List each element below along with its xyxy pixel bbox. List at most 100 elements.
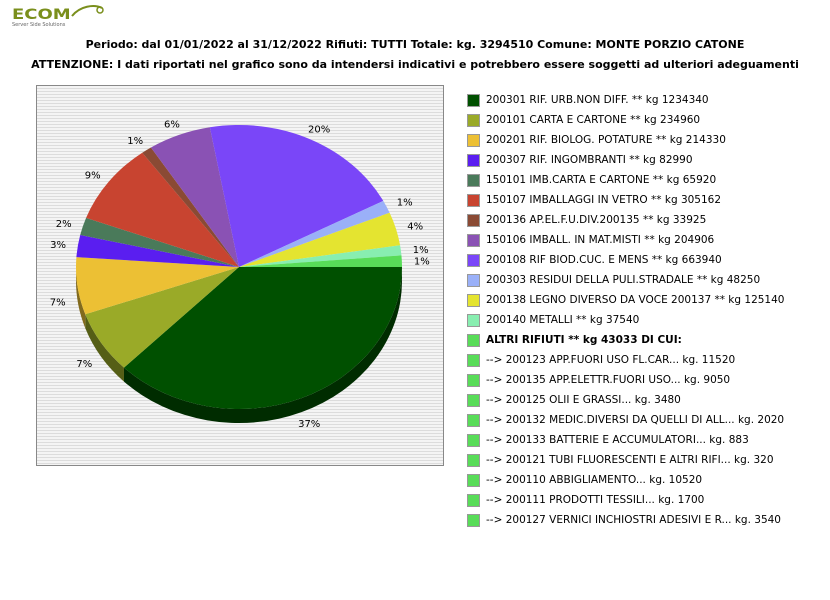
pie-slice-9: [239, 200, 390, 267]
legend-item: 200108 RIF BIOD.CUC. E MENS ** kg 663940: [467, 250, 822, 270]
pie-percent-label-12: 1%: [414, 257, 430, 268]
pie-percent-label-3: 3%: [50, 240, 66, 251]
pie-percent-label-0: 37%: [298, 419, 320, 430]
legend-swatch: [467, 333, 480, 347]
legend-label: --> 200132 MEDIC.DIVERSI DA QUELLI DI AL…: [486, 414, 785, 426]
legend-label: --> 200110 ABBIGLIAMENTO... kg. 10520: [486, 474, 703, 486]
pie-slice-8: [209, 125, 384, 267]
legend-label: --> 200135 APP.ELETTR.FUORI USO... kg. 9…: [486, 374, 731, 386]
legend-item: 150106 IMBALL. IN MAT.MISTI ** kg 204906: [467, 230, 822, 250]
legend-swatch: [467, 193, 480, 207]
legend-swatch: [467, 373, 480, 387]
ecom-logo: ECOM Server Side Solutions: [10, 5, 104, 30]
legend-swatch: [467, 313, 480, 327]
legend-item: 150101 IMB.CARTA E CARTONE ** kg 65920: [467, 170, 822, 190]
legend-swatch: [467, 273, 480, 287]
legend-swatch: [467, 453, 480, 467]
legend-label: 200138 LEGNO DIVERSO DA VOCE 200137 ** k…: [486, 294, 785, 306]
legend-swatch: [467, 93, 480, 107]
logo-wordmark: ECOM: [12, 6, 71, 23]
logo-swoosh-icon: [71, 5, 104, 17]
pie-percent-label-10: 4%: [407, 221, 423, 232]
legend-swatch: [467, 173, 480, 187]
legend-label: 200301 RIF. URB.NON DIFF. ** kg 1234340: [486, 94, 709, 106]
legend-swatch: [467, 493, 480, 507]
pie-side-2: [76, 267, 86, 329]
legend-item: --> 200127 VERNICI INCHIOSTRI ADESIVI E …: [467, 510, 822, 530]
legend-swatch: [467, 413, 480, 427]
pie-percent-label-6: 1%: [127, 136, 143, 147]
pie-slice-7: [150, 127, 239, 267]
pie-percent-label-8: 20%: [308, 125, 330, 136]
legend-item: 150107 IMBALLAGGI IN VETRO ** kg 305162: [467, 190, 822, 210]
legend-label: --> 200123 APP.FUORI USO FL.CAR... kg. 1…: [486, 354, 736, 366]
legend-label: --> 200127 VERNICI INCHIOSTRI ADESIVI E …: [486, 514, 781, 526]
legend-label: 150101 IMB.CARTA E CARTONE ** kg 65920: [486, 174, 717, 186]
legend-item: 200201 RIF. BIOLOG. POTATURE ** kg 21433…: [467, 130, 822, 150]
disclaimer-header: ATTENZIONE: I dati riportati nel grafico…: [31, 58, 799, 71]
legend-item: 200101 CARTA E CARTONE ** kg 234960: [467, 110, 822, 130]
pie-percent-label-11: 1%: [413, 245, 429, 256]
legend-label: --> 200111 PRODOTTI TESSILI... kg. 1700: [486, 494, 705, 506]
legend-label: 200201 RIF. BIOLOG. POTATURE ** kg 21433…: [486, 134, 726, 146]
pie-chart: 37%7%7%3%2%9%1%6% 20%1%4%1%1%: [50, 120, 430, 431]
legend-swatch: [467, 433, 480, 447]
legend-swatch: [467, 353, 480, 367]
legend-swatch: [467, 253, 480, 267]
chart-legend: 200301 RIF. URB.NON DIFF. ** kg 1234340 2…: [467, 90, 822, 530]
legend-item: --> 200111 PRODOTTI TESSILI... kg. 1700: [467, 490, 822, 510]
legend-item: 200307 RIF. INGOMBRANTI ** kg 82990: [467, 150, 822, 170]
legend-label: --> 200121 TUBI FLUORESCENTI E ALTRI RIF…: [486, 454, 774, 466]
legend-swatch: [467, 233, 480, 247]
legend-label: 200307 RIF. INGOMBRANTI ** kg 82990: [486, 154, 693, 166]
legend-swatch: [467, 153, 480, 167]
pie-side-0: [123, 267, 402, 423]
legend-swatch: [467, 113, 480, 127]
legend-item: --> 200110 ABBIGLIAMENTO... kg. 10520: [467, 470, 822, 490]
pie-percent-label-5: 9%: [85, 170, 101, 181]
legend-label: ALTRI RIFIUTI ** kg 43033 DI CUI:: [486, 334, 682, 346]
pie-slice-0: [123, 267, 402, 410]
legend-item: 200301 RIF. URB.NON DIFF. ** kg 1234340: [467, 90, 822, 110]
pie-percent-label-1: 7%: [76, 359, 92, 370]
legend-item: --> 200121 TUBI FLUORESCENTI E ALTRI RIF…: [467, 450, 822, 470]
legend-item: 200140 METALLI ** kg 37540: [467, 310, 822, 330]
legend-swatch: [467, 213, 480, 227]
pie-slice-1: [85, 267, 239, 368]
legend-label: 200108 RIF BIOD.CUC. E MENS ** kg 663940: [486, 254, 722, 266]
legend-label: 150106 IMBALL. IN MAT.MISTI ** kg 204906: [486, 234, 715, 246]
legend-swatch: [467, 133, 480, 147]
pie-slice-5: [86, 152, 239, 267]
pie-side-walls: [76, 267, 402, 423]
legend-item: --> 200133 BATTERIE E ACCUMULATORI... kg…: [467, 430, 822, 450]
pie-slice-2: [76, 257, 239, 315]
legend-label: 200101 CARTA E CARTONE ** kg 234960: [486, 114, 701, 126]
pie-percent-label-4: 2%: [56, 219, 72, 230]
pie-slice-4: [80, 217, 239, 267]
logo-tagline: Server Side Solutions: [12, 22, 66, 28]
legend-label: 200303 RESIDUI DELLA PULI.STRADALE ** kg…: [486, 274, 761, 286]
pie-slice-6: [142, 147, 239, 267]
legend-item: --> 200135 APP.ELETTR.FUORI USO... kg. 9…: [467, 370, 822, 390]
legend-item: 200303 RESIDUI DELLA PULI.STRADALE ** kg…: [467, 270, 822, 290]
legend-swatch: [467, 393, 480, 407]
legend-label: --> 200125 OLII E GRASSI... kg. 3480: [486, 394, 681, 406]
pie-slice-11: [239, 245, 402, 267]
legend-item: --> 200125 OLII E GRASSI... kg. 3480: [467, 390, 822, 410]
pie-side-1: [85, 314, 124, 382]
pie-slice-12: [239, 255, 402, 267]
legend-item: --> 200123 APP.FUORI USO FL.CAR... kg. 1…: [467, 350, 822, 370]
legend-label: 200140 METALLI ** kg 37540: [486, 314, 640, 326]
legend-item: 200138 LEGNO DIVERSO DA VOCE 200137 ** k…: [467, 290, 822, 310]
pie-percent-label-7: 6%: [164, 120, 180, 131]
legend-label: --> 200133 BATTERIE E ACCUMULATORI... kg…: [486, 434, 749, 446]
pie-slice-10: [239, 212, 401, 267]
legend-item: --> 200132 MEDIC.DIVERSI DA QUELLI DI AL…: [467, 410, 822, 430]
pie-percent-label-9: 1%: [397, 198, 413, 209]
legend-label: 200136 AP.EL.F.U.DIV.200135 ** kg 33925: [486, 214, 707, 226]
pie-percent-label-2: 7%: [50, 298, 66, 309]
legend-label: 150107 IMBALLAGGI IN VETRO ** kg 305162: [486, 194, 722, 206]
legend-swatch: [467, 293, 480, 307]
pie-slice-3: [76, 234, 239, 267]
legend-item: 200136 AP.EL.F.U.DIV.200135 ** kg 33925: [467, 210, 822, 230]
